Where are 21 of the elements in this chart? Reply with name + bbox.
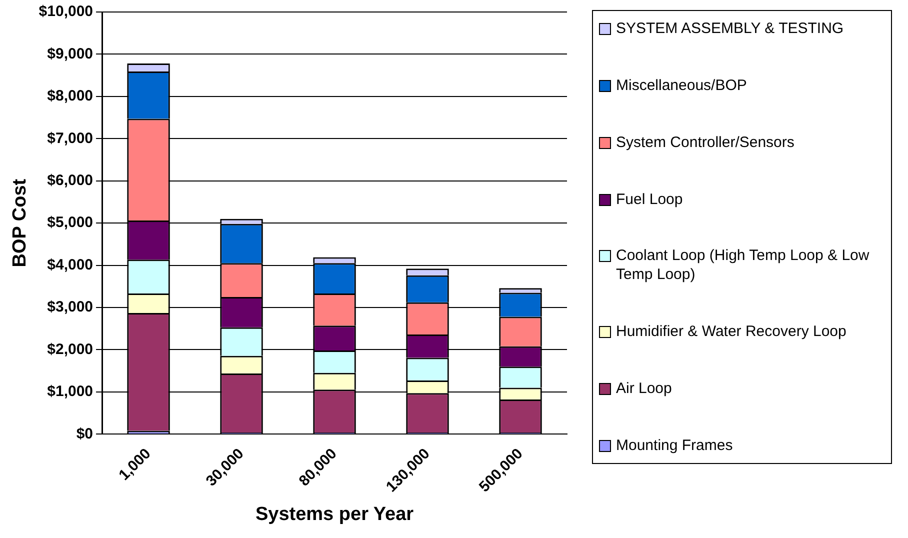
legend-label: Fuel Loop <box>616 190 683 209</box>
legend-label: Coolant Loop (High Temp Loop & Low Temp Loop) <box>616 246 870 284</box>
legend-label: Mounting Frames <box>616 436 733 455</box>
legend-label: SYSTEM ASSEMBLY & TESTING <box>616 19 844 38</box>
y-tick-label: $3,000 <box>47 298 94 316</box>
legend-label: Miscellaneous/BOP <box>616 76 747 95</box>
y-tick-label: $6,000 <box>47 172 94 189</box>
y-tick-label: $4,000 <box>47 256 94 274</box>
legend-label: System Controller/Sensors <box>616 132 794 152</box>
legend-label: Air Loop <box>616 379 672 398</box>
y-tick-label: $7,000 <box>47 130 94 147</box>
y-tick-label: $5,000 <box>47 214 94 232</box>
y-tick-label: $10,000 <box>38 3 94 20</box>
y-tick-label: $1,000 <box>47 383 94 400</box>
y-tick-label: $8,000 <box>47 88 94 105</box>
x-axis-title: Systems per Year <box>255 504 414 525</box>
y-tick-label: $2,000 <box>47 340 94 358</box>
y-tick-label: $9,000 <box>47 45 94 62</box>
y-tick-label: $0 <box>76 425 94 442</box>
y-axis-title: BOP Cost <box>10 178 31 268</box>
legend-label: Humidifier & Water Recovery Loop <box>616 322 846 342</box>
